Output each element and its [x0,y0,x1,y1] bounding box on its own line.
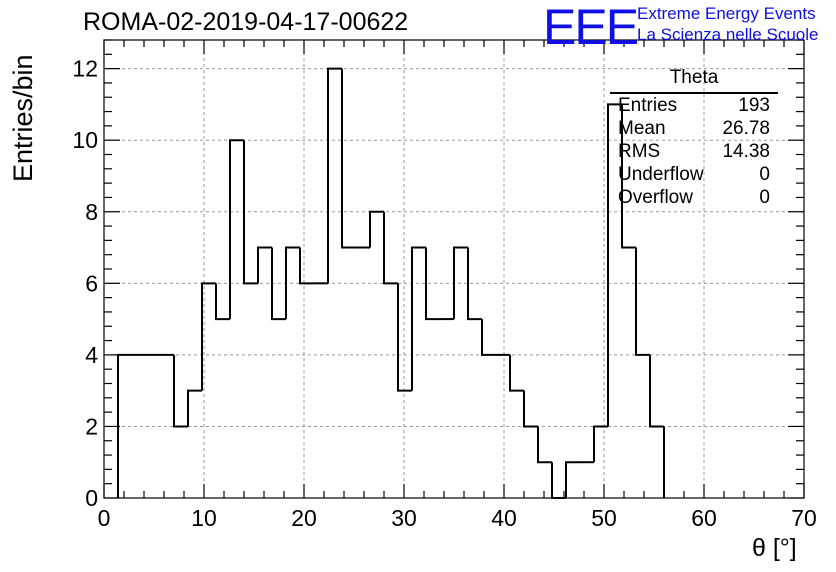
histogram-bin [257,246,272,284]
y-axis-label: Entries/bin [8,54,38,182]
y-tick-label: 2 [85,413,98,439]
stats-row-overflow: Overflow 0 [610,186,778,209]
histogram-bin [229,139,244,320]
histogram-bin [411,246,426,391]
tagline-primary: Extreme Energy Events [637,4,816,23]
stats-label: Mean [618,118,666,139]
x-tick-label: 50 [591,505,617,531]
x-tick-label: 70 [791,505,817,531]
histogram-bin [481,319,496,356]
y-tick-label: 10 [72,127,98,153]
histogram-bin [467,247,482,321]
histogram-bin [621,104,636,249]
histogram-bin [537,426,552,464]
tagline-secondary: La Scienza nelle Scuole [637,25,819,44]
stats-label: Underflow [618,164,704,185]
stats-row-mean: Mean 26.78 [610,117,778,140]
histogram-bin [397,283,412,392]
run-title: ROMA-02-2019-04-17-00622 [83,8,409,36]
stats-value: 26.78 [722,118,770,139]
stats-value: 14.38 [722,141,770,162]
histogram-bin [187,389,202,427]
stats-label: Overflow [618,187,693,208]
x-tick-label: 60 [691,505,717,531]
histogram-bin [523,390,538,428]
stats-label: Entries [618,95,678,116]
x-tick-label: 20 [291,505,317,531]
x-tick-label: 40 [491,505,517,531]
histogram-bin [453,246,468,320]
y-tick-label: 8 [85,199,98,225]
stats-row-rms: RMS 14.38 [610,140,778,163]
histogram-bin [593,425,608,463]
histogram-bin [327,67,342,284]
stats-row-entries: Entries 193 [610,94,778,117]
y-tick-label: 4 [85,342,98,368]
histogram-bin [425,247,440,321]
histogram-bin [369,210,384,248]
stats-box: Theta Entries 193 Mean 26.78 RMS 14.38 U… [610,66,778,209]
stats-value: 193 [738,95,770,116]
stats-row-underflow: Underflow 0 [610,163,778,186]
histogram-bin [201,282,216,391]
histogram-bin [271,247,286,321]
y-tick-label: 12 [72,56,98,82]
y-tick-label: 6 [85,270,98,296]
stats-value: 0 [759,164,770,185]
stats-value: 0 [759,187,770,208]
x-axis-label: θ [°] [752,534,797,562]
histogram-bin [565,461,580,498]
histogram-bin [607,103,622,427]
stats-title: Theta [610,66,778,94]
histogram-bin [285,246,300,320]
histogram-bin [341,68,356,249]
histogram-bin [173,354,188,428]
histogram-bin [383,211,398,285]
histogram-bin [509,354,524,392]
histogram-bin [299,247,314,285]
x-tick-label: 10 [191,505,217,531]
y-tick-label: 0 [85,485,98,511]
histogram-bin [635,247,650,356]
histogram-bin [649,354,664,428]
x-tick-label: 0 [98,505,111,531]
histogram-bin [215,283,230,321]
histogram-bin [243,140,258,285]
eee-logo: EEE [543,0,639,55]
stats-label: RMS [618,141,661,162]
x-tick-label: 30 [391,505,417,531]
